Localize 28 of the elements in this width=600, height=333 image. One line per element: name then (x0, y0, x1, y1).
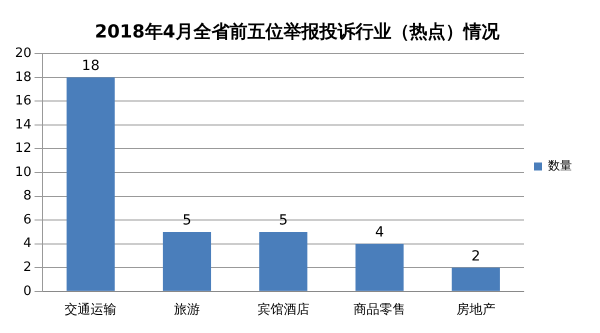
data-label: 18 (82, 58, 100, 74)
bar (259, 232, 308, 291)
y-tick-label: 12 (14, 141, 32, 156)
x-tick-label: 交通运输 (64, 302, 117, 318)
y-tick-label: 14 (14, 117, 32, 132)
y-tick-label: 20 (14, 46, 32, 61)
chart-title: 2018年4月全省前五位举报投诉行业（热点）情况 (94, 21, 500, 42)
y-tick-label: 2 (23, 260, 32, 275)
y-tick-label: 0 (23, 284, 32, 299)
y-tick-label: 6 (23, 212, 32, 228)
legend-label: 数量 (548, 158, 572, 173)
data-label: 2 (471, 248, 480, 264)
y-tick-label: 4 (23, 236, 32, 252)
bar (66, 77, 115, 291)
x-tick-label: 房地产 (456, 302, 496, 318)
bar (162, 232, 212, 291)
y-tick-label: 10 (14, 164, 32, 180)
data-label: 5 (278, 212, 288, 229)
x-tick-label: 旅游 (174, 302, 200, 318)
y-tick-label: 18 (14, 70, 32, 85)
y-tick-label: 16 (14, 94, 32, 109)
x-tick-label: 商品零售 (354, 302, 406, 318)
x-tick-label: 宾馆酒店 (257, 302, 310, 318)
bar (452, 268, 500, 291)
data-label: 5 (182, 212, 192, 229)
bar (355, 244, 404, 291)
data-label: 4 (375, 224, 384, 240)
y-tick-label: 8 (23, 188, 32, 204)
